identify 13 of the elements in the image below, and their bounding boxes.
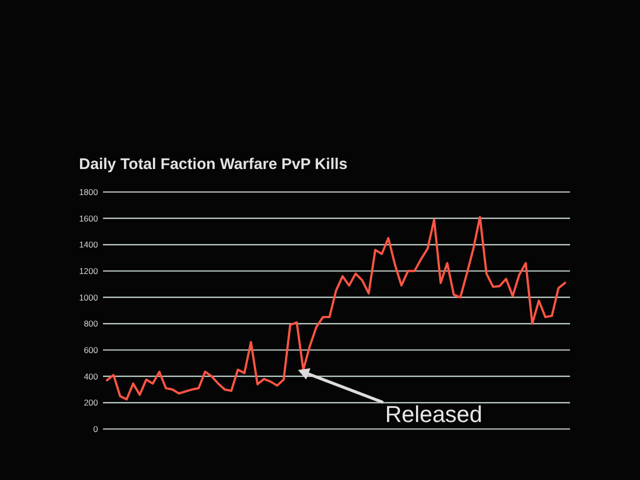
y-tick-label: 200 bbox=[84, 398, 98, 408]
y-tick-label: 1200 bbox=[79, 266, 98, 276]
y-tick-label: 1400 bbox=[79, 240, 98, 250]
y-tick-label: 1600 bbox=[79, 213, 98, 224]
y-tick-label: 800 bbox=[84, 318, 98, 329]
y-tick-label: 400 bbox=[84, 371, 98, 382]
y-tick-label: 0 bbox=[93, 424, 98, 434]
y-tick-label: 600 bbox=[84, 344, 98, 355]
annotation: Released bbox=[385, 401, 482, 427]
chart-title: Daily Total Faction Warfare PvP Kills bbox=[79, 156, 348, 173]
y-tick-label: 1000 bbox=[79, 292, 98, 302]
y-tick-label: 1800 bbox=[79, 186, 98, 197]
line-series bbox=[106, 216, 566, 400]
